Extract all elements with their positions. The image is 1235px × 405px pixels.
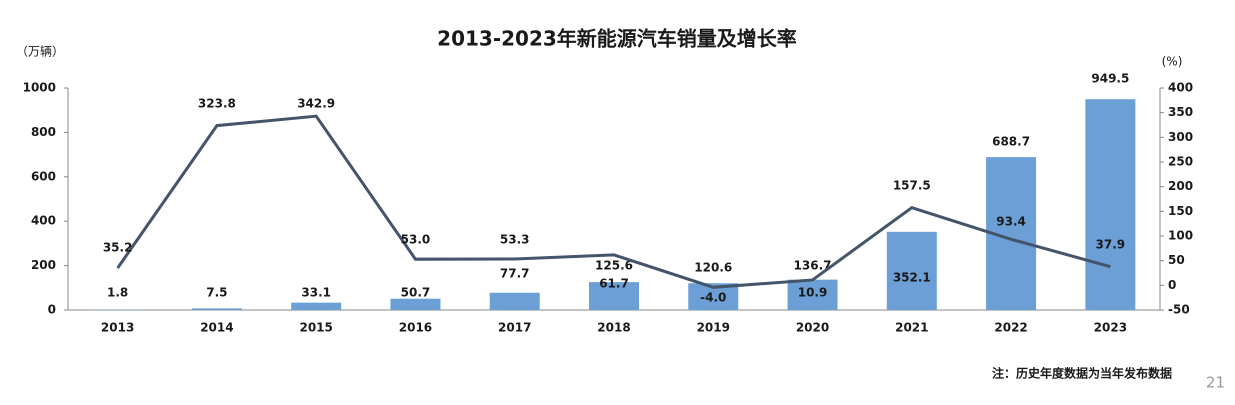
line-value-label: 323.8 [198,97,236,111]
line-value-label: 37.9 [1096,238,1126,252]
x-tick-label: 2022 [994,321,1027,335]
x-tick-label: 2015 [299,321,332,335]
x-tick-label: 2021 [895,321,928,335]
bar-value-label: 7.5 [206,286,227,300]
page-number: 21 [1206,374,1225,392]
y-axis-label: （万辆） [16,45,64,59]
x-tick-label: 2020 [796,321,829,335]
line-value-label: 53.3 [500,233,530,247]
line-value-label: 35.2 [103,241,133,255]
bar-value-label: 352.1 [893,271,931,285]
bar [192,308,242,310]
y2-tick-label: 250 [1168,155,1193,169]
y2-tick-label: 200 [1168,179,1193,193]
y2-tick-label: 300 [1168,130,1193,144]
line-value-label: 342.9 [297,97,335,111]
y-tick-label: 1000 [23,81,56,95]
x-tick-label: 2014 [200,321,233,335]
bar [490,293,540,310]
line-value-label: 157.5 [893,179,931,193]
y-tick-label: 400 [31,214,56,228]
y2-tick-label: 0 [1168,278,1176,292]
chart-title: 2013-2023年新能源汽车销量及增长率 [437,27,797,51]
x-tick-label: 2017 [498,321,531,335]
y-tick-label: 200 [31,258,56,272]
bar [1085,99,1135,310]
y2-tick-label: 100 [1168,229,1193,243]
bar-value-label: 1.8 [107,286,128,300]
note: 注：历史年度数据为当年发布数据 [992,366,1172,381]
bar-value-label: 120.6 [694,261,732,275]
bar-value-label: 688.7 [992,135,1030,149]
bar-value-label: 50.7 [401,286,431,300]
y2-tick-label: 150 [1168,204,1193,218]
y-tick-label: 0 [48,303,56,317]
x-tick-label: 2019 [697,321,730,335]
y2-axis-label: (%) [1162,55,1183,69]
line-value-label: 61.7 [599,277,629,291]
line-value-label: 10.9 [798,286,828,300]
line-value-label: 93.4 [996,215,1026,229]
bar [291,303,341,310]
line-value-label: -4.0 [700,291,726,305]
y-tick-label: 800 [31,125,56,139]
bar [390,299,440,310]
x-tick-label: 2016 [399,321,432,335]
line-value-label: 53.0 [401,233,431,247]
x-tick-label: 2018 [597,321,630,335]
y2-tick-label: -50 [1168,303,1190,317]
bar-value-label: 949.5 [1091,72,1129,86]
y2-tick-label: 350 [1168,105,1193,119]
bar-value-label: 77.7 [500,267,530,281]
x-tick-label: 2013 [101,321,134,335]
y-tick-label: 600 [31,169,56,183]
x-tick-label: 2023 [1094,321,1127,335]
y2-tick-label: 50 [1168,253,1185,267]
y2-tick-label: 400 [1168,81,1193,95]
bar-value-label: 33.1 [301,286,331,300]
